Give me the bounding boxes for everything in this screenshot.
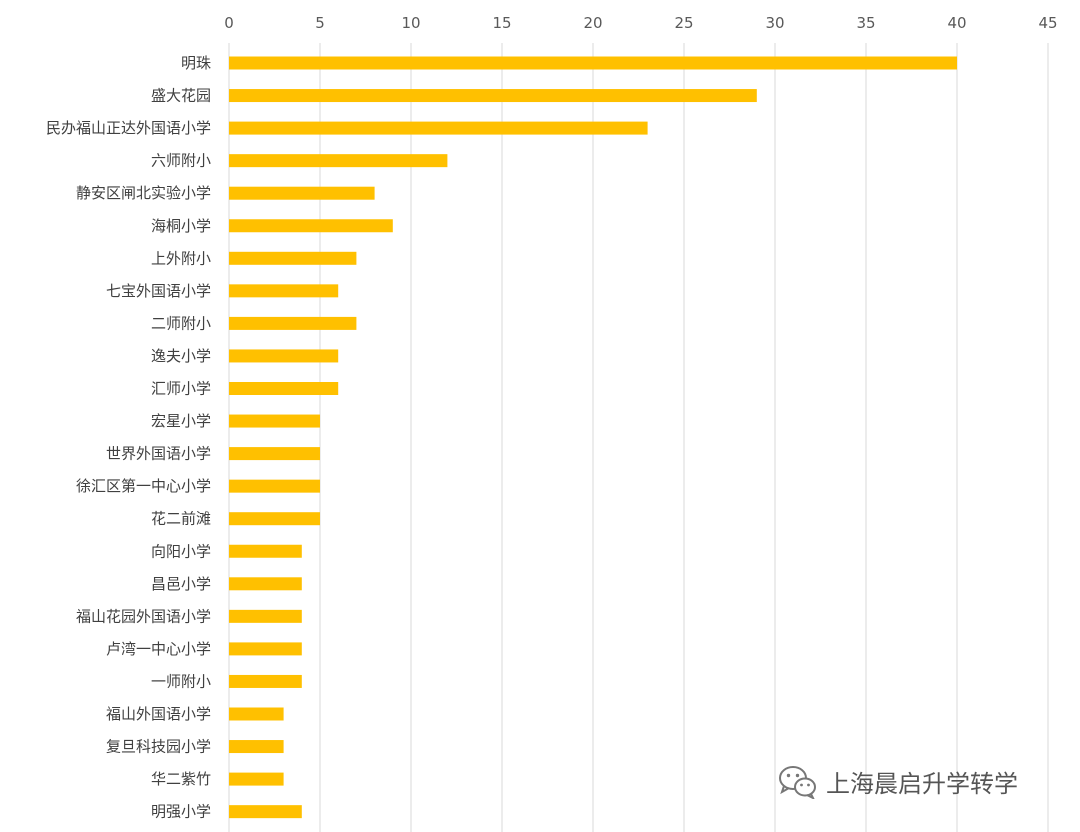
bar [229, 316, 357, 330]
bar [229, 251, 357, 265]
x-tick-label: 5 [315, 14, 325, 32]
bar [229, 154, 448, 168]
bar [229, 544, 302, 558]
watermark: 上海晨启升学转学 [778, 764, 1018, 799]
category-labels: 明珠盛大花园民办福山正达外国语小学六师附小静安区闸北实验小学海桐小学上外附小七宝… [46, 54, 211, 821]
x-tick-label: 30 [765, 14, 784, 32]
category-label: 复旦科技园小学 [106, 738, 211, 756]
bar [229, 479, 320, 493]
category-label: 盛大花园 [151, 87, 211, 105]
category-label: 徐汇区第一中心小学 [76, 477, 211, 495]
category-label: 宏星小学 [151, 412, 211, 430]
category-label: 一师附小 [151, 672, 211, 690]
bar [229, 512, 320, 526]
x-tick-label: 35 [856, 14, 875, 32]
category-label: 民办福山正达外国语小学 [46, 119, 211, 137]
category-label: 昌邑小学 [151, 575, 211, 593]
bar [229, 414, 320, 428]
bar [229, 349, 339, 363]
x-tick-label: 25 [674, 14, 693, 32]
bar [229, 447, 320, 461]
category-label: 静安区闸北实验小学 [76, 184, 211, 202]
category-label: 华二紫竹 [151, 770, 211, 788]
bar [229, 121, 648, 135]
category-label: 六师附小 [151, 152, 211, 170]
bar [229, 707, 284, 721]
x-tick-label: 20 [583, 14, 602, 32]
x-tick-label: 0 [224, 14, 234, 32]
bar [229, 56, 957, 70]
category-label: 汇师小学 [151, 380, 211, 398]
category-label: 上外附小 [151, 249, 211, 267]
x-tick-label: 10 [401, 14, 420, 32]
bar [229, 805, 302, 819]
wechat-icon [778, 765, 818, 799]
category-label: 二师附小 [151, 314, 211, 332]
bar [229, 740, 284, 754]
category-label: 七宝外国语小学 [106, 282, 211, 300]
bar [229, 382, 339, 395]
category-label: 世界外国语小学 [106, 445, 211, 463]
bars [229, 56, 957, 819]
bar [229, 219, 393, 233]
gridlines [228, 43, 1049, 832]
category-label: 明珠 [181, 54, 211, 72]
x-tick-label: 45 [1038, 14, 1057, 32]
x-tick-label: 15 [492, 14, 511, 32]
bar [229, 772, 284, 786]
category-label: 花二前滩 [151, 510, 211, 528]
category-label: 逸夫小学 [151, 347, 211, 365]
bar [229, 609, 302, 623]
bar [229, 577, 302, 591]
watermark-text: 上海晨启升学转学 [826, 770, 1018, 798]
bar [229, 674, 302, 688]
x-tick-label: 40 [947, 14, 966, 32]
category-label: 福山外国语小学 [106, 705, 211, 723]
category-label: 海桐小学 [151, 217, 211, 235]
bar [229, 89, 757, 103]
category-label: 向阳小学 [151, 542, 211, 560]
x-axis-tick-labels: 0 5 10 15 20 25 30 35 40 45 [224, 14, 1057, 32]
category-label: 明强小学 [151, 803, 211, 821]
bar [229, 186, 375, 200]
bar [229, 284, 339, 298]
category-label: 福山花园外国语小学 [76, 607, 211, 625]
category-label: 卢湾一中心小学 [106, 640, 211, 658]
bar [229, 642, 302, 656]
